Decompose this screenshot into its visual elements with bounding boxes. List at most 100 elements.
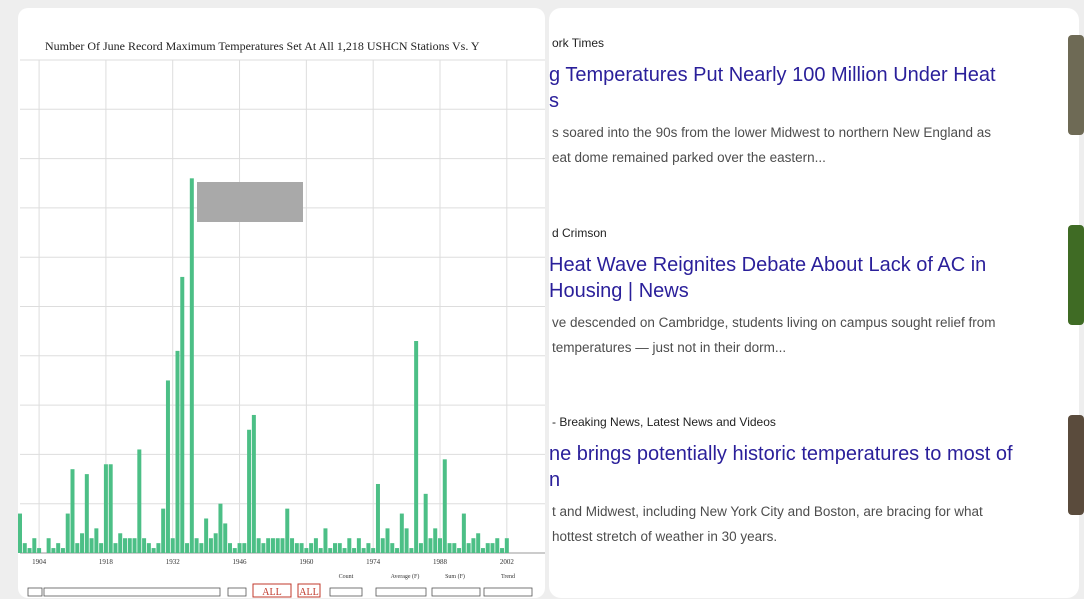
bar (438, 538, 442, 553)
annotation-box (197, 182, 303, 222)
bar (171, 538, 175, 553)
result-headline[interactable]: s (549, 90, 559, 112)
bar (400, 514, 404, 553)
bar (314, 538, 318, 553)
bar (18, 514, 22, 553)
x-tick-label: 1974 (366, 558, 381, 566)
bar (276, 538, 280, 553)
bar (304, 548, 308, 553)
result-headline[interactable]: g Temperatures Put Nearly 100 Million Un… (549, 64, 996, 86)
bar (395, 548, 399, 553)
bar (32, 538, 36, 553)
bar (209, 538, 213, 553)
bar (428, 538, 432, 553)
result-headline[interactable]: Heat Wave Reignites Debate About Lack of… (549, 254, 986, 276)
bar (61, 548, 65, 553)
bar (271, 538, 275, 553)
bar (281, 538, 285, 553)
bar (261, 543, 265, 553)
bar (424, 494, 428, 553)
bar (390, 543, 394, 553)
control-field (228, 588, 246, 596)
result-headline[interactable]: Housing | News (549, 280, 689, 302)
bar (309, 543, 313, 553)
result-source: ork Times (552, 36, 604, 50)
control-button-label[interactable]: ALL (262, 587, 281, 598)
bar (238, 543, 242, 553)
bar (85, 474, 89, 553)
bar (142, 538, 146, 553)
bar (71, 469, 75, 553)
bar (118, 533, 122, 553)
chart-title: Number Of June Record Maximum Temperatur… (45, 39, 480, 53)
bar (376, 484, 380, 553)
bar (405, 528, 409, 553)
bar (161, 509, 165, 553)
bar (295, 543, 299, 553)
result-headline[interactable]: ne brings potentially historic temperatu… (549, 443, 1013, 465)
result-headline[interactable]: n (549, 469, 560, 491)
bar (185, 543, 189, 553)
bar (414, 341, 418, 553)
bar (51, 548, 55, 553)
bar (386, 528, 390, 553)
bar (347, 538, 351, 553)
bar (448, 543, 452, 553)
bar (252, 415, 256, 553)
thumbnail[interactable] (1068, 415, 1084, 515)
result-snippet: t and Midwest, including New York City a… (552, 504, 983, 519)
bar (457, 548, 461, 553)
bar (23, 543, 27, 553)
bar (300, 543, 304, 553)
bar (290, 538, 294, 553)
bar (247, 430, 251, 553)
bar (233, 548, 237, 553)
bar (133, 538, 137, 553)
bar (147, 543, 151, 553)
bar (452, 543, 456, 553)
bar (362, 548, 366, 553)
bar (47, 538, 51, 553)
control-field (28, 588, 42, 596)
result-snippet: ve descended on Cambridge, students livi… (552, 315, 996, 330)
thumbnail[interactable] (1068, 35, 1084, 135)
x-tick-label: 1918 (99, 558, 114, 566)
control-button-label[interactable]: ALL (299, 587, 318, 598)
bar (357, 538, 361, 553)
result-source: - Breaking News, Latest News and Videos (552, 415, 776, 429)
result-snippet: hottest stretch of weather in 30 years. (552, 529, 777, 544)
result-snippet: s soared into the 90s from the lower Mid… (552, 125, 991, 140)
bar (328, 548, 332, 553)
bar (257, 538, 261, 553)
bar (204, 518, 208, 553)
bar (500, 548, 504, 553)
bar (381, 538, 385, 553)
bar (80, 533, 84, 553)
control-header: Sum (F) (445, 573, 465, 580)
bar (223, 523, 227, 553)
bar (352, 548, 356, 553)
bar (37, 548, 41, 553)
control-header: Average (F) (391, 573, 420, 580)
bar (152, 548, 156, 553)
bar (462, 514, 466, 553)
bar (199, 543, 203, 553)
bar (495, 538, 499, 553)
bar (128, 538, 132, 553)
bar (338, 543, 342, 553)
bar (266, 538, 270, 553)
result-snippet: eat dome remained parked over the easter… (552, 150, 826, 165)
bar (109, 464, 113, 553)
bar (491, 543, 495, 553)
x-tick-label: 1988 (433, 558, 448, 566)
control-field (330, 588, 362, 596)
bar (176, 351, 180, 553)
control-field (484, 588, 532, 596)
bar (481, 548, 485, 553)
bar (166, 380, 170, 553)
control-field (44, 588, 220, 596)
chart-panel (18, 8, 545, 598)
thumbnail[interactable] (1068, 225, 1084, 325)
x-tick-label: 1932 (166, 558, 181, 566)
bar (285, 509, 289, 553)
